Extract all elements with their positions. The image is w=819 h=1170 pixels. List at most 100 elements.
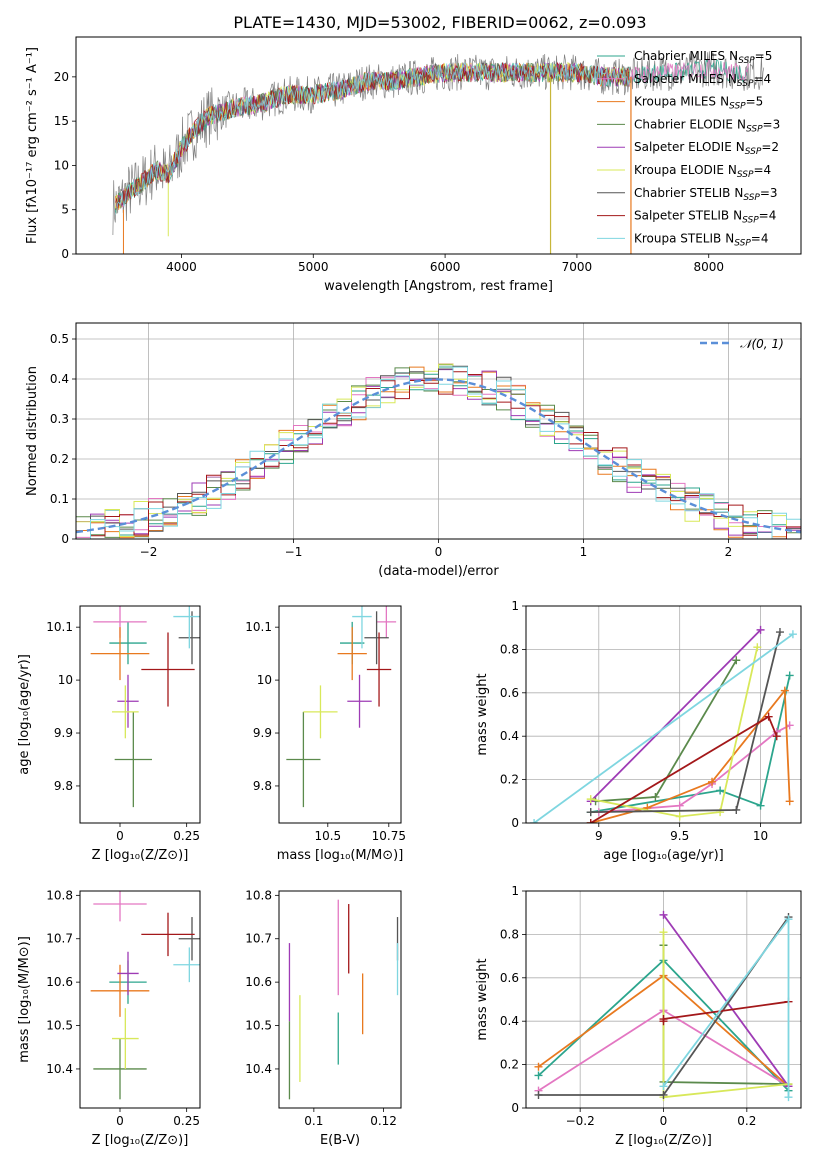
x-tick-label: 10.5 [314, 829, 341, 843]
legend-model-name: Salpeter ELODIE [634, 140, 732, 154]
histogram-series [76, 366, 801, 539]
y-tick-label: 0.2 [500, 773, 519, 787]
y-tick-label: 10.6 [245, 975, 272, 989]
weight-point-marker [785, 671, 794, 680]
legend-nssp-prefix: N [734, 186, 743, 200]
x-tick-label: 0.25 [173, 829, 200, 843]
legend-entry: Chabrier MILES NSSP=5 [634, 49, 772, 66]
x-tick-label: 0.25 [173, 1114, 200, 1128]
weight-point-marker [659, 928, 668, 937]
weight-point-marker [651, 792, 660, 801]
y-tick-label: 10.8 [245, 888, 272, 902]
legend-nssp-value: =4 [753, 72, 771, 86]
x-tick-label: 1 [580, 545, 588, 559]
x-tick-label: 9.5 [670, 829, 689, 843]
y-tick-label: 10.5 [245, 1019, 272, 1033]
x-tick-label: 10.75 [372, 829, 406, 843]
panel-weight-vs-Z: −0.2 0 0.2 0 0.2 0.4 0.6 0.8 1 Z [log₁₀(Z/Z⊙)] mas… [475, 884, 802, 1148]
y-tick-label: 5 [61, 203, 69, 217]
weight-point-marker [586, 808, 595, 817]
x-tick-label: 0.2 [737, 1114, 756, 1128]
panel-spectrum: 4000 5000 6000 7000 8000 0 5 10 15 20 wavelength [… [25, 36, 802, 294]
legend-nssp-sub: SSP [743, 193, 760, 203]
legend-nssp-value: =4 [759, 209, 777, 223]
x-tick-label: 9 [595, 829, 603, 843]
legend-entry: Kroupa MILES NSSP=5 [634, 95, 763, 112]
x-tick-label: −0.2 [566, 1114, 595, 1128]
y-tick-label: 0 [61, 532, 69, 546]
weight-point-marker [732, 805, 741, 814]
y-axis-label: mass [log₁₀(M/M⊙)] [17, 936, 32, 1063]
weight-series-line [590, 629, 762, 802]
x-tick-label: 8000 [693, 260, 724, 274]
y-axis-label: mass weight [475, 958, 490, 1040]
y-tick-label: 10.7 [245, 932, 272, 946]
plot-area-age-vs-Z [90, 606, 200, 808]
plot-area-mass-vs-ebv [288, 899, 399, 1100]
x-axis-label: (data-model)/error [378, 564, 499, 579]
axes-frame [79, 890, 201, 1109]
y-tick-label: 10.1 [46, 620, 73, 634]
y-tick-label: 0.6 [500, 686, 519, 700]
axes-frame [75, 322, 802, 540]
y-tick-label: 0.8 [500, 927, 519, 941]
legend-model-name: Chabrier STELIB [634, 186, 730, 200]
legend-entry: Kroupa STELIB NSSP=4 [634, 231, 769, 248]
weight-series-line [662, 914, 790, 1087]
x-axis-label: mass [log₁₀(M/M⊙)] [277, 848, 404, 863]
x-axis-label: E(B-V) [320, 1133, 360, 1148]
y-tick-label: 0 [511, 1101, 519, 1115]
plot-area-weight-vs-Z [526, 891, 801, 1108]
y-tick-label: 10 [54, 158, 69, 172]
legend-entry: Chabrier STELIB NSSP=3 [634, 186, 778, 203]
axes-frame [79, 605, 201, 824]
legend-model-name: Chabrier MILES [634, 49, 725, 63]
x-axis-label: Z [log₁₀(Z/Z⊙)] [92, 1133, 189, 1148]
legend-nssp-prefix: N [729, 49, 738, 63]
weight-point-marker [784, 1093, 793, 1102]
legend-nssp-sub: SSP [737, 79, 754, 89]
y-tick-label: 0.4 [500, 729, 519, 743]
legend-nssp-prefix: N [725, 231, 734, 245]
figure-title: PLATE=1430, MJD=53002, FIBERID=0062, z=0… [233, 13, 646, 32]
plot-area-mass-vs-Z [90, 891, 200, 1100]
weight-series-line [595, 659, 738, 803]
x-axis-label: wavelength [Angstrom, rest frame] [324, 279, 553, 294]
legend-nssp-value: =4 [753, 163, 771, 177]
legend-nssp-sub: SSP [738, 56, 755, 66]
y-tick-label: 10 [58, 673, 73, 687]
panel-mass-vs-ebv: 0.1 0.12 10.4 10.5 10.6 10.7 10.8 E(B-V) [245, 888, 402, 1148]
y-tick-label: 10.8 [46, 888, 73, 902]
legend-model-name: Kroupa MILES [634, 95, 716, 109]
weight-point-marker [775, 628, 784, 637]
weight-point-marker [788, 630, 797, 639]
legend-nssp-sub: SSP [742, 216, 759, 226]
y-tick-label: 20 [54, 70, 69, 84]
axes-frame [525, 890, 802, 1109]
legend-nssp-sub: SSP [734, 238, 751, 248]
y-axis-label: mass weight [475, 673, 490, 755]
legend-nssp-prefix: N [728, 163, 737, 177]
panel-weight-vs-age: 9 9.5 10 0 0.2 0.4 0.6 0.8 1 age [log₁₀(age/yr)] m… [475, 599, 802, 863]
y-tick-label: 0.4 [500, 1014, 519, 1028]
x-tick-label: 4000 [166, 260, 197, 274]
legend-nssp-prefix: N [728, 72, 737, 86]
plot-area-residuals [76, 323, 801, 539]
legend-entry: Salpeter STELIB NSSP=4 [634, 209, 776, 226]
legend-nssp-prefix: N [733, 209, 742, 223]
model-spectrum-line [115, 62, 630, 211]
histogram-series [76, 371, 801, 539]
weight-point-marker [659, 1015, 668, 1024]
y-tick-label: 9.9 [253, 726, 272, 740]
y-tick-label: 0.5 [50, 332, 69, 346]
y-tick-label: 10.1 [245, 620, 272, 634]
legend-entry: Salpeter MILES NSSP=4 [634, 72, 771, 89]
weight-point-marker [753, 643, 762, 652]
weight-point-marker [675, 812, 684, 821]
legend-entry: 𝒩(0, 1) [740, 337, 784, 351]
legend-nssp-prefix: N [737, 117, 746, 131]
y-tick-label: 1 [511, 884, 519, 898]
weight-point-marker [716, 786, 725, 795]
y-tick-label: 0.8 [500, 642, 519, 656]
weight-point-marker [534, 1071, 543, 1080]
